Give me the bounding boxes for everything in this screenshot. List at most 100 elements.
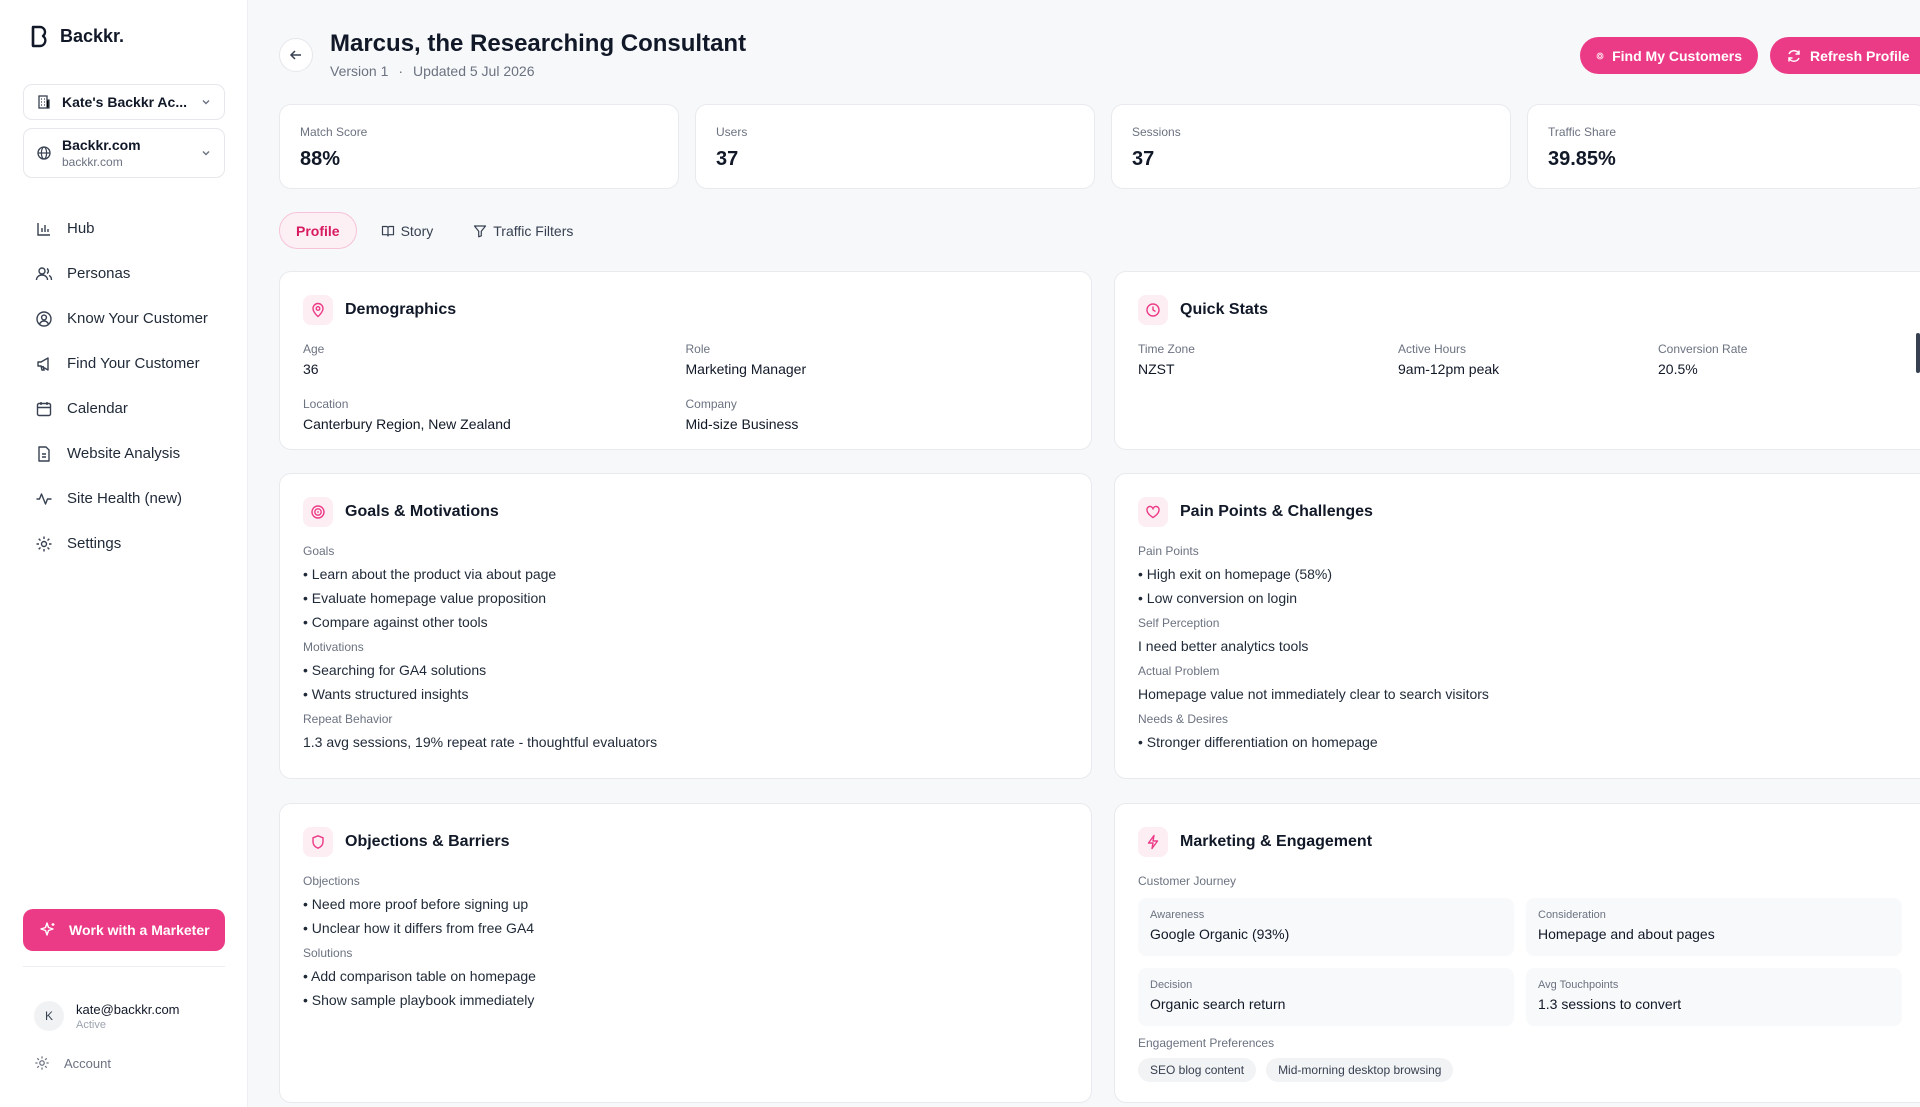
list-item: Evaluate homepage value proposition [303,590,1068,606]
filter-icon [474,224,487,237]
refresh-icon [1788,49,1800,62]
meta-separator: · [398,63,404,79]
field-value: Marketing Manager [685,361,807,377]
nav-item-know-your-customer[interactable]: Know Your Customer [23,296,225,341]
site-name: Backkr.com [62,137,141,153]
sparkle-icon [40,922,55,936]
field-conversion-rate: Conversion Rate 20.5% [1658,342,1918,377]
chevron-down-icon [202,100,210,105]
field-value: 36 [303,361,319,377]
tab-traffic-filters[interactable]: Traffic Filters [457,212,589,249]
field-label: Company [685,397,737,411]
account-label: Account [64,1055,111,1071]
card-title: Goals & Motivations [345,503,499,520]
nav-item-find-your-customer[interactable]: Find Your Customer [23,341,225,386]
page-title: Marcus, the Researching Consultant [330,30,747,57]
find-button-label: Find My Customers [1612,47,1742,64]
list-item: Learn about the product via about page [303,566,1068,582]
clock-icon [1138,295,1168,325]
target-icon [303,497,333,527]
marketing-card: Marketing & Engagement Customer Journey … [1114,803,1920,1103]
calendar-icon [36,401,52,416]
avatar: K [34,1001,64,1031]
card-title: Objections & Barriers [345,833,510,850]
stat-label: Traffic Share [1548,125,1617,139]
find-my-customers-button[interactable]: Find My Customers [1580,37,1758,74]
field-value: 9am-12pm peak [1398,361,1500,377]
field-label: Location [303,397,349,411]
nav-item-website-analysis[interactable]: Website Analysis [23,431,225,476]
customer-journey-grid: Awareness Google Organic (93%) Considera… [1138,898,1902,1026]
section-label: Motivations [303,640,364,654]
journey-value: 1.3 sessions to convert [1538,996,1682,1012]
section-label: Engagement Preferences [1138,1036,1275,1050]
bar-chart-icon [37,222,50,236]
list-item: Low conversion on login [1138,590,1910,606]
activity-icon [36,492,52,505]
self-perception-text: I need better analytics tools [1138,638,1309,654]
card-title: Pain Points & Challenges [1180,503,1373,520]
journey-value: Organic search return [1150,996,1286,1012]
tab-profile[interactable]: Profile [279,212,357,249]
actual-problem-text: Homepage value not immediately clear to … [1138,686,1489,702]
account-name: Kate's Backkr Ac... [62,94,187,110]
journey-label: Consideration [1538,909,1606,921]
stat-card-match-score: Match Score 88% [279,104,679,189]
work-with-marketer-button[interactable]: Work with a Marketer [23,909,225,951]
globe-icon [37,146,51,160]
book-icon [381,225,394,237]
gear-icon [35,1056,49,1070]
field-time-zone: Time Zone NZST [1138,342,1398,377]
tab-label: Traffic Filters [493,222,574,239]
brand-logo[interactable]: Backkr. [28,24,124,48]
account-selector[interactable]: Kate's Backkr Ac... [23,84,225,120]
quick-stats-card: Quick Stats Time Zone NZST Active Hours … [1114,271,1920,450]
list-item: Add comparison table on homepage [303,968,1068,984]
card-title: Marketing & Engagement [1180,833,1373,850]
section-label: Objections [303,874,360,888]
nav-label: Calendar [67,400,128,417]
nav-label: Find Your Customer [67,355,200,372]
backkr-logo-icon [31,25,47,48]
nav-item-settings[interactable]: Settings [23,521,225,566]
account-link[interactable]: Account [34,1055,111,1071]
nav-item-personas[interactable]: Personas [23,251,225,296]
stat-label: Match Score [300,125,368,139]
section-label: Actual Problem [1138,664,1220,678]
field-label: Conversion Rate [1658,342,1748,356]
field-value: NZST [1138,361,1175,377]
journey-stage: Decision Organic search return [1138,968,1514,1026]
brand-name: Backkr. [60,25,125,46]
nav-item-calendar[interactable]: Calendar [23,386,225,431]
journey-stage: Consideration Homepage and about pages [1526,898,1902,956]
card-title: Quick Stats [1180,301,1269,318]
scrollbar-thumb[interactable] [1916,333,1920,373]
heart-icon [1138,497,1168,527]
list-item: Show sample playbook immediately [303,992,1068,1008]
journey-value: Homepage and about pages [1538,926,1715,942]
back-button[interactable] [279,38,313,72]
field-label: Role [685,342,711,356]
nav-item-hub[interactable]: Hub [23,206,225,251]
stat-value: 37 [1132,148,1155,170]
stat-card-users: Users 37 [695,104,1095,189]
site-selector[interactable]: Backkr.com backkr.com [23,128,225,178]
nav-label: Settings [67,535,122,552]
nav-item-site-health[interactable]: Site Health (new) [23,476,225,521]
card-title: Demographics [345,301,457,318]
sidebar: Backkr. Kate's Backkr Ac... Backkr.com b… [0,0,248,1107]
user-status: Active [76,1018,106,1031]
stat-label: Users [716,125,748,139]
refresh-profile-button[interactable]: Refresh Profile [1770,37,1920,74]
users-icon [35,266,53,280]
tab-story[interactable]: Story [365,212,450,249]
list-item: Wants structured insights [303,686,1068,702]
tab-label: Story [400,222,434,239]
list-item: Searching for GA4 solutions [303,662,1068,678]
list-item: High exit on homepage (58%) [1138,566,1910,582]
user-email: kate@backkr.com [76,1001,180,1017]
field-label: Age [303,342,325,356]
nav-label: Know Your Customer [67,310,208,327]
user-profile[interactable]: K kate@backkr.com Active [34,1001,180,1031]
field-value: 20.5% [1658,361,1698,377]
